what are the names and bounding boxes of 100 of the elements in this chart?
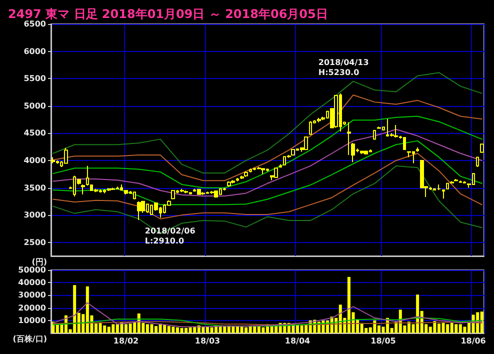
candlestick: [180, 188, 184, 193]
candlestick: [184, 190, 188, 194]
candlestick: [309, 120, 312, 136]
candlestick: [360, 150, 364, 154]
bar: [112, 324, 115, 333]
line-series: [52, 317, 482, 327]
bar: [73, 285, 76, 333]
candlestick: [111, 187, 115, 190]
candlestick: [364, 150, 368, 155]
candlestick: [463, 180, 466, 184]
candlestick: [51, 156, 55, 164]
candlestick: [261, 168, 265, 175]
annotation: 2018/04/13 H:5230.0: [318, 58, 369, 77]
x-tick-label: 18/04: [284, 336, 311, 346]
bar: [150, 324, 154, 333]
candlestick: [291, 148, 295, 156]
bar: [416, 294, 420, 333]
candlestick: [244, 170, 248, 178]
bar: [347, 276, 350, 333]
y-axis-title: (円): [32, 258, 47, 266]
candlestick: [94, 188, 98, 193]
bar: [167, 326, 170, 333]
bar: [257, 326, 260, 333]
candlestick: [201, 192, 205, 196]
candlestick: [279, 164, 282, 168]
bar: [116, 324, 119, 333]
y-tick-label: 30000: [18, 290, 46, 300]
x-tick-label: 18/05: [370, 336, 396, 346]
line-series: [52, 302, 482, 328]
bar: [442, 322, 445, 333]
candlestick: [437, 184, 441, 190]
bar: [480, 312, 484, 333]
candlestick: [236, 177, 239, 182]
candlestick: [304, 136, 308, 151]
candlestick: [442, 188, 445, 200]
y-tick-label: 5000: [24, 101, 46, 110]
candlestick: [240, 175, 244, 180]
line-series: [52, 165, 482, 234]
candlestick: [459, 180, 462, 184]
y-tick-label: 50000: [18, 266, 46, 274]
line-series: [52, 116, 482, 188]
candlestick: [454, 178, 458, 182]
line-series: [52, 140, 482, 206]
y-tick-label: 4000: [24, 156, 46, 165]
candlestick: [171, 189, 175, 200]
bar: [454, 324, 458, 333]
bar: [223, 326, 226, 333]
bar: [450, 322, 454, 333]
bar: [304, 324, 308, 333]
bar: [103, 325, 106, 333]
candlestick: [107, 188, 111, 192]
line-series: [52, 94, 482, 182]
chart-title: 2497 東マ 日足 2018年01月09日 ～ 2018年06月05日: [8, 7, 328, 21]
y-axis-title: (百株/口): [12, 334, 47, 344]
bar: [262, 327, 265, 333]
y-tick-label: 4500: [24, 128, 46, 138]
candlestick: [394, 124, 398, 138]
bar: [232, 326, 235, 333]
bar: [244, 327, 248, 333]
bar: [364, 328, 368, 333]
candlestick: [373, 129, 376, 140]
y-tick-label: 5500: [24, 74, 46, 84]
bar: [128, 324, 132, 333]
candlestick: [476, 156, 479, 168]
candlestick: [231, 180, 235, 184]
candlestick: [416, 146, 419, 152]
candlestick: [133, 191, 136, 200]
y-tick-label: 2500: [24, 238, 46, 247]
bar: [446, 324, 450, 333]
candlestick: [403, 136, 406, 150]
bar: [458, 324, 462, 333]
candlestick: [64, 147, 68, 164]
candlestick: [274, 167, 278, 178]
candlestick: [137, 200, 141, 220]
line-series: [52, 128, 482, 196]
y-tick-label: 40000: [18, 278, 46, 288]
bar: [373, 320, 376, 333]
bar: [338, 304, 342, 333]
bar: [107, 326, 110, 333]
candlestick: [227, 180, 231, 188]
bar: [193, 326, 196, 333]
bar: [184, 328, 188, 333]
bar: [146, 324, 149, 333]
candlestick: [223, 187, 226, 191]
candlestick: [480, 144, 484, 154]
candlestick: [249, 168, 252, 173]
candlestick: [197, 188, 201, 196]
bar: [240, 326, 244, 333]
line-series: [52, 152, 482, 220]
y-tick-label: 20000: [18, 303, 46, 312]
candlestick: [347, 122, 351, 156]
y-tick-label: 10000: [18, 316, 46, 325]
candlestick: [317, 117, 321, 123]
bar: [188, 327, 192, 333]
bar: [172, 326, 175, 333]
y-tick-label: 6500: [24, 20, 46, 28]
bar: [86, 286, 89, 333]
bar: [180, 328, 184, 333]
candlestick: [257, 166, 261, 170]
y-tick-label: 3500: [24, 183, 46, 192]
